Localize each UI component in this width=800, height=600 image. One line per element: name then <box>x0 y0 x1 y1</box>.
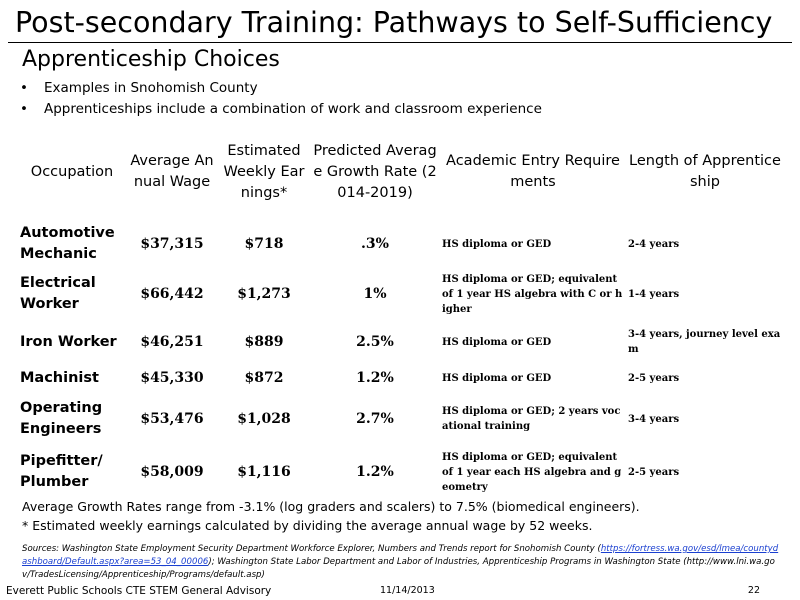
sources-citation: Sources: Washington State Employment Sec… <box>22 543 782 582</box>
weekly-earnings-cell: $872 <box>244 370 284 386</box>
title-underline <box>8 42 792 43</box>
growth-rate-cell: 2.7% <box>356 411 394 427</box>
growth-rate-cell: .3% <box>361 236 389 252</box>
growth-rate-cell: 1.2% <box>356 464 394 480</box>
length-cell: 1-4 years <box>628 288 680 300</box>
slide-title: Post-secondary Training: Pathways to Sel… <box>15 6 773 39</box>
occupation-cell: Iron Worker <box>20 333 117 350</box>
occupation-cell: Machinist <box>20 369 99 386</box>
footer-organization: Everett Public Schools CTE STEM General … <box>6 585 272 597</box>
sources-text: Sources: Washington State Employment Sec… <box>22 544 601 554</box>
sources-link[interactable]: https://fortress.wa.gov/esd/lmea/countyd… <box>22 544 779 567</box>
apprenticeship-table: Occupation Average Annual Wage Estimated… <box>18 122 784 500</box>
wage-cell: $46,251 <box>140 334 204 350</box>
wage-cell: $58,009 <box>140 464 204 480</box>
occupation-cell: Electrical Worker <box>20 275 96 312</box>
weekly-earnings-cell: $1,273 <box>237 286 291 302</box>
requirements-cell: HS diploma or GED; equivalent of 1 year … <box>442 451 622 493</box>
occupation-cell: Automotive Mechanic <box>20 225 115 262</box>
table-row: Electrical Worker $66,442 $1,273 1% HS d… <box>18 266 784 322</box>
requirements-cell: HS diploma or GED; 2 years vocational tr… <box>442 406 621 432</box>
growth-rate-cell: 2.5% <box>356 334 394 350</box>
length-cell: 2-4 years <box>628 238 680 250</box>
occupation-cell: Pipefitter/ Plumber <box>20 453 103 490</box>
header-average-annual-wage: Average Annual Wage <box>130 153 214 190</box>
table-row: Machinist $45,330 $872 1.2% HS diploma o… <box>18 362 784 394</box>
requirements-cell: HS diploma or GED <box>442 336 552 348</box>
header-estimated-weekly-earnings: Estimated Weekly Earnings* <box>223 142 305 201</box>
table-header-row: Occupation Average Annual Wage Estimated… <box>18 122 784 222</box>
length-cell: 3-4 years <box>628 413 680 425</box>
requirements-cell: HS diploma or GED <box>442 372 552 384</box>
weekly-earnings-cell: $1,028 <box>237 411 291 427</box>
occupation-cell: Operating Engineers <box>20 400 103 437</box>
footer-page-number: 22 <box>747 585 760 596</box>
length-cell: 2-5 years <box>628 372 680 384</box>
weekly-earnings-footnote: * Estimated weekly earnings calculated b… <box>22 518 593 533</box>
wage-cell: $37,315 <box>140 236 204 252</box>
table-row: Pipefitter/ Plumber $58,009 $1,116 1.2% … <box>18 444 784 500</box>
length-cell: 3-4 years, journey level exam <box>628 329 781 355</box>
footer-date: 11/14/2013 <box>380 585 435 596</box>
table-row: Iron Worker $46,251 $889 2.5% HS diploma… <box>18 322 784 362</box>
header-length-of-apprenticeship: Length of Apprenticeship <box>629 153 781 190</box>
bullet-item: Examples in Snohomish County <box>18 78 542 99</box>
length-cell: 2-5 years <box>628 466 680 478</box>
table-row: Operating Engineers $53,476 $1,028 2.7% … <box>18 394 784 444</box>
weekly-earnings-cell: $889 <box>244 334 284 350</box>
wage-cell: $66,442 <box>140 286 204 302</box>
requirements-cell: HS diploma or GED <box>442 238 552 250</box>
bullet-list: Examples in Snohomish County Apprentices… <box>18 78 542 120</box>
wage-cell: $45,330 <box>140 370 204 386</box>
header-predicted-growth-rate: Predicted Average Growth Rate (2014-2019… <box>313 142 437 201</box>
bullet-item: Apprenticeships include a combination of… <box>18 99 542 120</box>
requirements-cell: HS diploma or GED; equivalent of 1 year … <box>442 273 623 315</box>
header-occupation: Occupation <box>30 163 114 180</box>
weekly-earnings-cell: $1,116 <box>237 464 291 480</box>
sources-text-continued: ); Washington State Labor Department and… <box>22 557 775 580</box>
weekly-earnings-cell: $718 <box>244 236 284 252</box>
growth-range-note: Average Growth Rates range from -3.1% (l… <box>22 499 640 514</box>
wage-cell: $53,476 <box>140 411 204 427</box>
growth-rate-cell: 1% <box>363 286 387 302</box>
growth-rate-cell: 1.2% <box>356 370 394 386</box>
header-academic-entry-requirements: Academic Entry Requirements <box>446 153 620 190</box>
slide-subtitle: Apprenticeship Choices <box>22 47 280 72</box>
table-row: Automotive Mechanic $37,315 $718 .3% HS … <box>18 222 784 266</box>
